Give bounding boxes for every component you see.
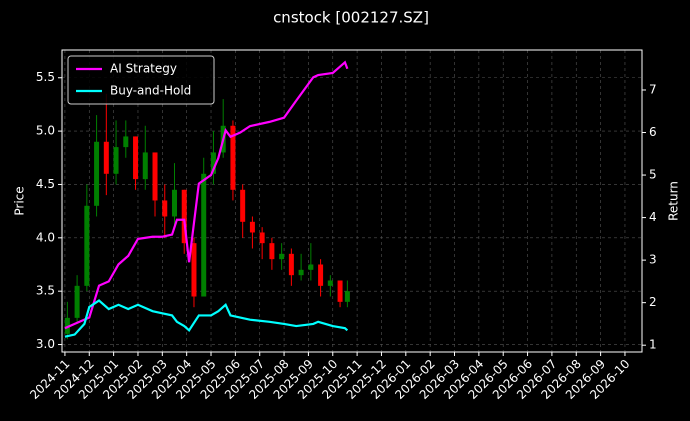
candle-body [162,200,168,217]
y2-tick-label: 2 [649,295,657,309]
candle-body [113,147,119,174]
y2-tick-label: 5 [649,168,657,182]
candle-body [298,269,304,276]
y2-tick-label: 6 [649,125,657,139]
plot-frame [61,49,643,353]
y2-axis-label: Return [667,181,681,221]
y-tick-label: 3.5 [36,284,55,298]
y-axis-label: Price [13,186,27,215]
y2-tick-label: 1 [649,338,657,352]
candle-body [230,125,236,190]
candle-body [344,291,350,302]
candle-body [318,264,324,286]
candle-body [171,189,177,217]
candle-body [94,141,100,206]
candle-body [123,136,129,148]
y-tick-label: 3.0 [36,337,55,351]
candle-body [249,221,255,233]
candle-body [191,243,197,297]
y-tick-label: 4.0 [36,230,55,244]
candle-body [269,243,275,260]
candle-body [308,264,314,270]
candle-body [152,152,158,201]
candle-body [103,141,109,174]
y2-tick-label: 7 [649,82,657,96]
line-series [64,299,349,338]
candle-body [181,189,187,244]
legend-label: AI Strategy [110,62,177,76]
candle-body [142,152,148,180]
candle-body [201,173,207,297]
line-series [64,60,349,330]
candle-body [240,189,246,222]
candle-body [210,152,216,174]
candle-body [133,136,139,180]
y-tick-label: 4.5 [36,177,55,191]
candle-body [288,253,294,276]
candle-body [74,285,80,318]
candle-body [259,232,265,244]
legend-label: Buy-and-Hold [110,84,191,98]
y2-tick-label: 3 [649,253,657,267]
y-tick-label: 5.5 [36,70,55,84]
candle-body [327,280,333,286]
candle-body [337,280,343,302]
candle-body [279,253,285,260]
y-tick-label: 5.0 [36,124,55,138]
y2-tick-label: 4 [649,210,657,224]
candle-body [64,317,70,334]
chart-title: cnstock [002127.SZ] [273,9,429,27]
legend-box [67,55,215,105]
candle-body [84,205,90,286]
